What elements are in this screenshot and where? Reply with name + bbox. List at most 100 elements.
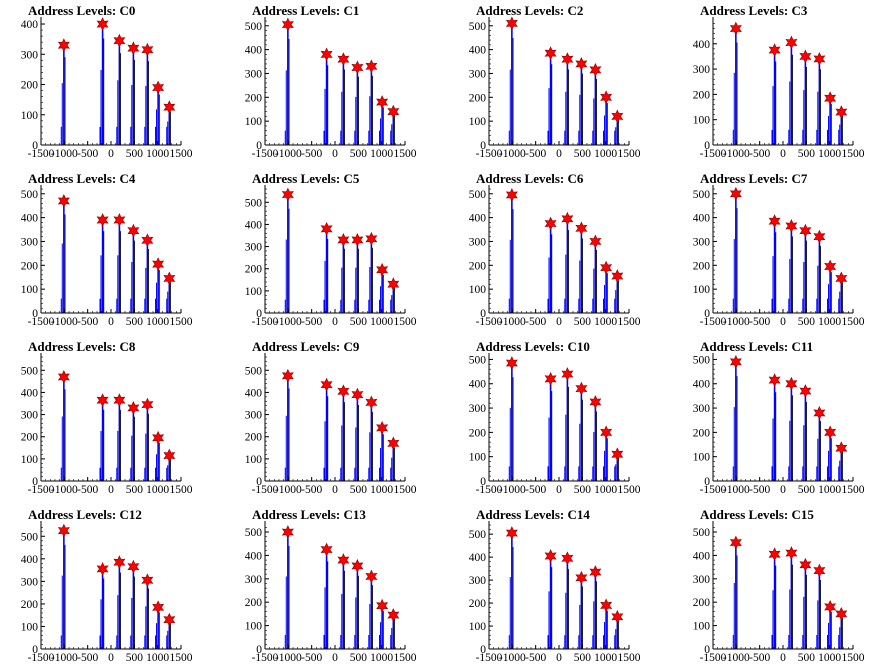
peak-star-marker <box>163 271 176 286</box>
x-tick-label: -1500 <box>700 148 727 160</box>
y-tick-label: 0 <box>256 308 262 320</box>
peak-star-marker <box>589 62 602 77</box>
x-tick-label: 1500 <box>618 652 641 664</box>
x-tick-label: -500 <box>301 316 322 328</box>
y-tick-label: 0 <box>480 644 486 656</box>
y-tick-label: 200 <box>21 260 39 272</box>
peak-star-marker <box>376 262 389 277</box>
chart-title: Address Levels: C9 <box>252 339 360 354</box>
peak-star-marker <box>835 441 848 456</box>
chart-title: Address Levels: C10 <box>476 339 590 354</box>
y-tick-label: 400 <box>245 45 263 57</box>
chart-plot: 0 100 200 300 400 -1500-1000 -500 0 500 1000 1500 <box>21 17 193 160</box>
y-tick-label: 100 <box>693 115 711 127</box>
x-tick-label: 1500 <box>618 148 641 160</box>
y-tick-label: 300 <box>21 410 39 422</box>
x-tick-label: 1500 <box>618 316 641 328</box>
y-tick-label: 200 <box>693 427 711 439</box>
x-tick-label: 0 <box>108 484 114 496</box>
peak-star-marker <box>57 38 70 53</box>
y-tick-label: 500 <box>245 21 263 33</box>
peak-star-marker <box>824 91 837 106</box>
y-tick-label: 200 <box>693 260 711 272</box>
peak-star-marker <box>351 60 364 75</box>
x-tick-label: 1500 <box>394 148 417 160</box>
x-tick-label: -1000 <box>499 652 526 664</box>
x-tick-label: -1500 <box>28 484 55 496</box>
y-tick-label: 300 <box>693 403 711 415</box>
peak-star-marker <box>544 216 557 231</box>
y-tick-label: 0 <box>480 308 486 320</box>
y-tick-label: 400 <box>245 387 263 399</box>
y-tick-label: 200 <box>21 432 39 444</box>
x-tick-label: -500 <box>525 148 546 160</box>
x-tick-label: 0 <box>332 652 338 664</box>
peak-star-marker <box>813 229 826 244</box>
peak-star-marker <box>113 393 126 408</box>
y-tick-label: 200 <box>469 260 487 272</box>
x-tick-label: 500 <box>126 148 144 160</box>
y-tick-label: 400 <box>469 379 487 391</box>
x-tick-label: 1500 <box>394 484 417 496</box>
x-tick-label: -1500 <box>700 652 727 664</box>
peak-star-marker <box>113 213 126 227</box>
y-tick-label: 300 <box>245 574 263 586</box>
y-tick-label: 200 <box>469 427 487 439</box>
x-tick-label: 1500 <box>170 316 193 328</box>
x-tick-label: 500 <box>798 148 816 160</box>
peak-star-marker <box>799 223 812 238</box>
x-tick-label: 1500 <box>842 652 865 664</box>
y-tick-label: 200 <box>693 597 711 609</box>
y-tick-label: 500 <box>469 21 487 33</box>
peak-star-marker <box>152 430 165 445</box>
x-tick-label: 0 <box>108 148 114 160</box>
x-tick-label: -1500 <box>476 652 503 664</box>
x-tick-label: 500 <box>798 316 816 328</box>
y-tick-label: 300 <box>21 236 39 248</box>
peak-star-marker <box>376 420 389 435</box>
y-tick-label: 100 <box>469 116 487 128</box>
peak-star-marker <box>127 41 140 56</box>
y-tick-label: 0 <box>480 476 486 488</box>
chart-plot: 0 100 200 300 400 -1500-1000 -500 0 500 1000 1500 <box>693 17 865 160</box>
peak-star-marker <box>768 373 781 388</box>
x-tick-label: 1500 <box>618 484 641 496</box>
x-tick-label: -1000 <box>499 484 526 496</box>
peak-star-marker <box>799 384 812 398</box>
y-tick-label: 100 <box>693 452 711 464</box>
chart-panel: 0 100 200 300 400 500 -1500 -1000 -500 0 500 1000 15… <box>0 336 224 504</box>
peak-star-marker <box>141 42 154 57</box>
peak-star-marker <box>127 401 140 415</box>
y-tick-label: 200 <box>693 89 711 101</box>
peak-star-marker <box>163 448 176 463</box>
peak-star-marker <box>387 608 400 622</box>
peak-star-marker <box>337 52 350 67</box>
x-tick-label: 1000 <box>594 652 617 664</box>
x-tick-label: -1000 <box>275 484 302 496</box>
x-tick-label: 1000 <box>146 316 169 328</box>
peak-star-marker <box>152 600 165 615</box>
x-tick-label: 1500 <box>170 148 193 160</box>
chart-title: Address Levels: C7 <box>700 171 808 186</box>
peak-star-marker <box>281 187 294 202</box>
peak-star-marker <box>785 35 798 50</box>
x-tick-label: -500 <box>525 316 546 328</box>
chart-title: Address Levels: C6 <box>476 171 584 186</box>
peak-star-marker <box>127 223 140 238</box>
chart-panel: 0 100 200 300 400 500 -1500 -1000 -500 0 500 1000 15… <box>448 504 672 672</box>
y-tick-label: 500 <box>245 197 263 209</box>
x-tick-label: 500 <box>126 484 144 496</box>
y-tick-label: 500 <box>469 189 487 201</box>
x-tick-label: 1000 <box>370 652 393 664</box>
peak-star-marker <box>281 17 294 32</box>
x-tick-label: -1000 <box>723 148 750 160</box>
x-tick-label: -1500 <box>476 148 503 160</box>
y-tick-label: 100 <box>469 621 487 633</box>
y-tick-label: 400 <box>21 213 39 225</box>
y-tick-label: 200 <box>469 598 487 610</box>
chart-title: Address Levels: C12 <box>28 507 142 522</box>
